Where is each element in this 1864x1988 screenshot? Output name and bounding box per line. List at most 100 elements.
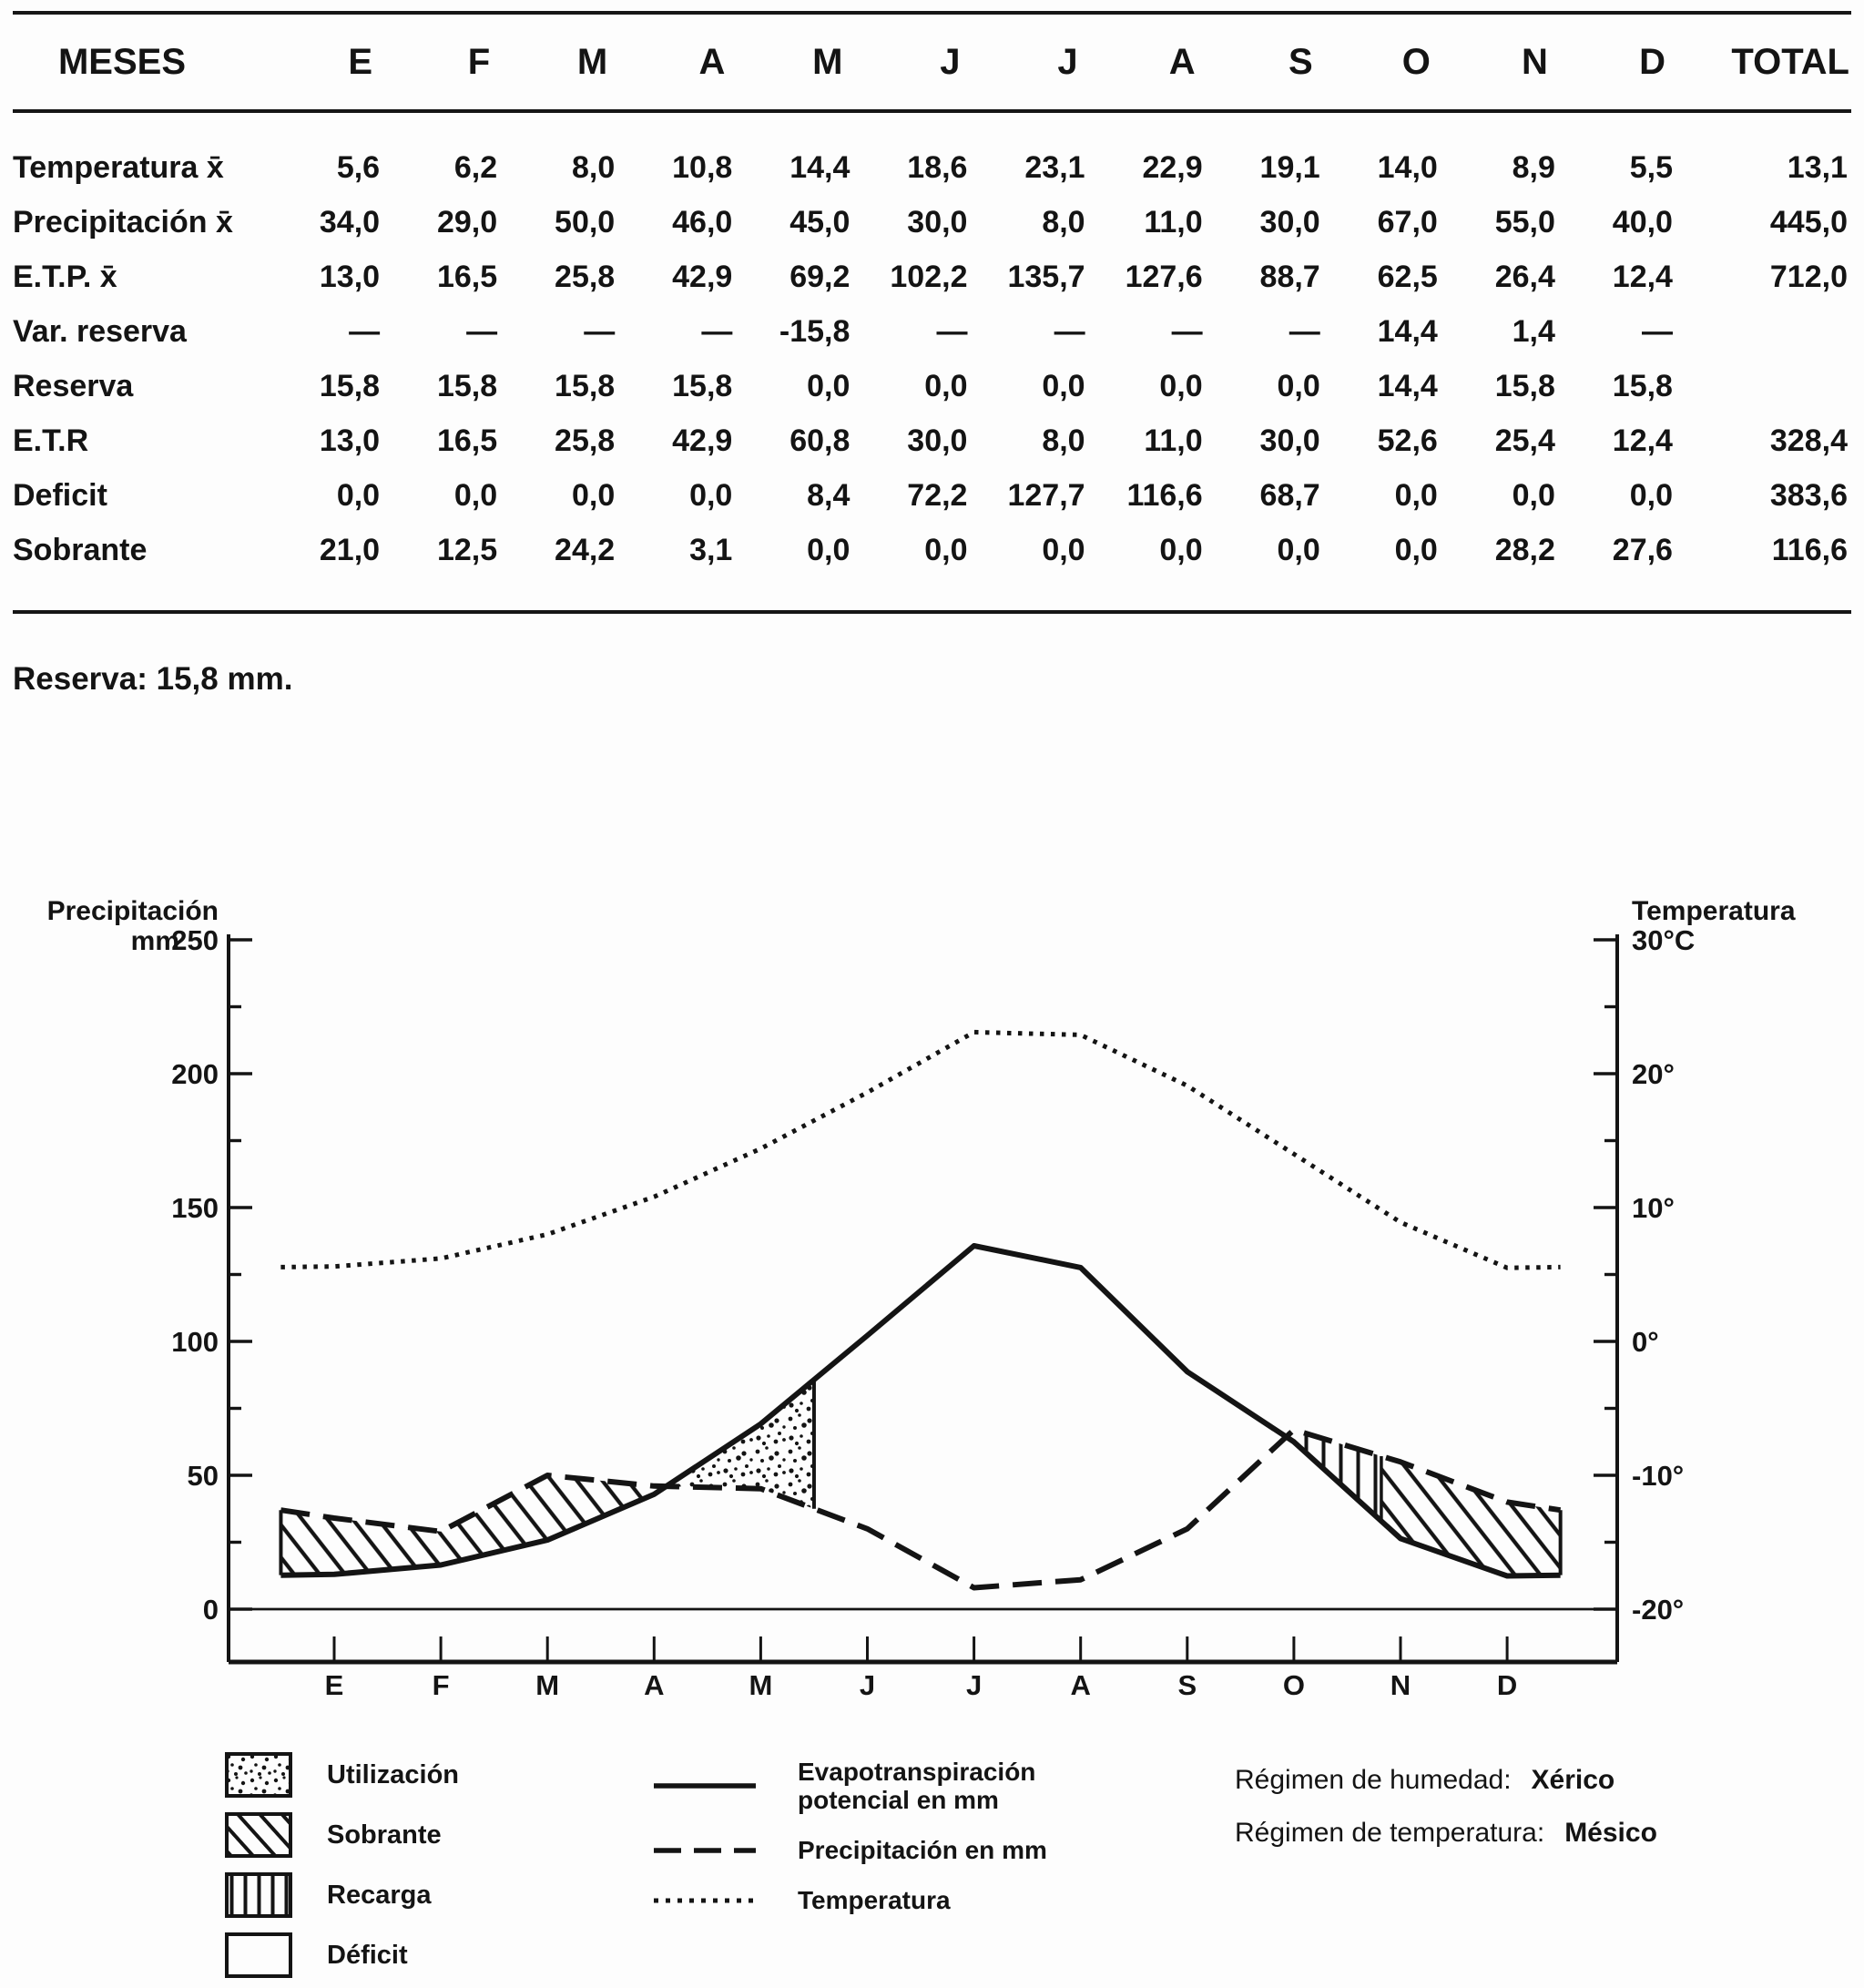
cell-value: 15,8 bbox=[555, 368, 616, 403]
row-label: Reserva bbox=[13, 368, 134, 403]
cell-value: 30,0 bbox=[1259, 423, 1320, 458]
cell-value: 102,2 bbox=[890, 259, 968, 294]
cell-value: — bbox=[584, 313, 616, 349]
table-body: Temperatura x̄ 5,6 6,2 8,0 10,8 14,4 18,6 23,1 2… bbox=[13, 140, 1851, 577]
month-header: M bbox=[576, 41, 608, 82]
cell-value: 11,0 bbox=[1144, 423, 1203, 458]
cell-value: 0,0 bbox=[1512, 477, 1555, 513]
cell-value: 45,0 bbox=[789, 204, 851, 240]
precipitation-line bbox=[280, 1427, 1562, 1591]
month-header: A bbox=[1168, 41, 1196, 82]
month-header: E bbox=[348, 41, 373, 82]
cell-value: 0,0 bbox=[453, 477, 498, 513]
row-label: E.T.R bbox=[13, 423, 89, 458]
solid-line-sample bbox=[654, 1783, 756, 1789]
table-rule-bottom bbox=[13, 610, 1851, 614]
cell-value: 88,7 bbox=[1259, 259, 1320, 294]
cell-value: 127,6 bbox=[1125, 259, 1203, 294]
legend-area-item: Déficit bbox=[225, 1932, 459, 1978]
cell-value: — bbox=[936, 313, 968, 349]
regimen-item: Régimen de humedad: Xérico bbox=[1235, 1765, 1657, 1796]
right-axis-tick: 10° bbox=[1632, 1192, 1675, 1224]
right-axis-tick: -10° bbox=[1632, 1460, 1684, 1492]
region-sobrante-right bbox=[1380, 1455, 1561, 1576]
table-row: Deficit 0,0 0,0 0,0 0,0 8,4 72,2 127,7 116,6 68,7… bbox=[13, 468, 1851, 523]
cell-value: 50,0 bbox=[555, 204, 616, 240]
legend-area-label: Déficit bbox=[327, 1940, 408, 1970]
table-row: Temperatura x̄ 5,6 6,2 8,0 10,8 14,4 18,6 23,1 2… bbox=[13, 140, 1851, 195]
left-axis-title: Precipitación bbox=[47, 896, 219, 926]
cell-value: 8,9 bbox=[1512, 149, 1555, 185]
cell-value: 16,5 bbox=[436, 259, 498, 294]
month-header: A bbox=[698, 41, 726, 82]
cell-value: 0,0 bbox=[924, 532, 968, 567]
cell-value: 29,0 bbox=[436, 204, 498, 240]
left-axis-tick: 250 bbox=[171, 924, 219, 956]
region-sobrante-left bbox=[280, 1475, 667, 1575]
cell-value: 0,0 bbox=[1277, 368, 1320, 403]
month-label: D bbox=[1497, 1669, 1517, 1701]
right-axis-tick: -20° bbox=[1632, 1594, 1684, 1626]
cell-value: 62,5 bbox=[1377, 259, 1438, 294]
month-label: E bbox=[325, 1669, 344, 1701]
left-axis-tick: 50 bbox=[188, 1460, 219, 1492]
cell-value: 0,0 bbox=[1277, 532, 1320, 567]
cell-value: 16,5 bbox=[436, 423, 498, 458]
table-row: E.T.P. x̄ 13,0 16,5 25,8 42,9 69,2 102,2 135,7 1… bbox=[13, 250, 1851, 304]
right-axis-tick: 0° bbox=[1632, 1326, 1659, 1358]
cell-value: 60,8 bbox=[789, 423, 851, 458]
cell-value: 5,6 bbox=[336, 149, 381, 185]
month-label: M bbox=[535, 1669, 559, 1701]
cell-value: — bbox=[466, 313, 498, 349]
legend-line-label: Evapotranspiración potencial en mm bbox=[798, 1758, 1036, 1814]
cell-value: 24,2 bbox=[555, 532, 616, 567]
cell-value: 8,0 bbox=[571, 149, 616, 185]
cell-value: 10,8 bbox=[672, 149, 733, 185]
month-header: F bbox=[467, 41, 491, 82]
table-row: Precipitación x̄ 34,0 29,0 50,0 46,0 45,0 30,0… bbox=[13, 195, 1851, 250]
table-row: E.T.R 13,0 16,5 25,8 42,9 60,8 30,0 8,0 11,0 30,0… bbox=[13, 413, 1851, 468]
table-row: Var. reserva — — — — -15,8 — — — — 14,4 1,4 — bbox=[13, 304, 1851, 359]
right-axis-tick: 20° bbox=[1632, 1058, 1675, 1090]
row-label: Precipitación x̄ bbox=[13, 204, 233, 240]
legend-regimen-annotations: Régimen de humedad: Xérico Régimen de temp… bbox=[1235, 1765, 1657, 1849]
cell-value: 8,0 bbox=[1042, 204, 1085, 240]
cell-value: 14,4 bbox=[789, 149, 851, 185]
legend-line-item: Evapotranspiración potencial en mm bbox=[654, 1758, 1047, 1814]
cell-value: 12,5 bbox=[436, 532, 498, 567]
cell-value: 0,0 bbox=[1629, 477, 1673, 513]
cell-value: 14,0 bbox=[1377, 149, 1438, 185]
cell-total: 13,1 bbox=[1787, 149, 1848, 185]
cell-value: 19,1 bbox=[1259, 149, 1320, 185]
deficit-swatch bbox=[225, 1932, 292, 1978]
right-axis-tick: 30°C bbox=[1632, 924, 1695, 956]
month-label: F bbox=[433, 1669, 450, 1701]
cell-value: 1,4 bbox=[1512, 313, 1555, 349]
regimen-label: Régimen de humedad: bbox=[1235, 1765, 1512, 1795]
cell-value: 0,0 bbox=[924, 368, 968, 403]
month-label: O bbox=[1283, 1669, 1305, 1701]
cell-value: 13,0 bbox=[319, 423, 381, 458]
cell-value: — bbox=[1289, 313, 1320, 349]
cell-value: 23,1 bbox=[1024, 149, 1085, 185]
cell-value: 135,7 bbox=[1007, 259, 1085, 294]
row-label: Var. reserva bbox=[13, 313, 187, 349]
total-header: TOTAL bbox=[1731, 41, 1849, 82]
cell-value: 72,2 bbox=[907, 477, 968, 513]
row-label: Temperatura x̄ bbox=[13, 149, 224, 185]
left-axis-tick: 150 bbox=[171, 1192, 219, 1224]
cell-value: 28,2 bbox=[1494, 532, 1555, 567]
left-axis-tick: 0 bbox=[203, 1594, 219, 1626]
month-label: A bbox=[644, 1669, 664, 1701]
cell-value: 21,0 bbox=[319, 532, 381, 567]
cell-value: 15,8 bbox=[1494, 368, 1555, 403]
meses-header: MESES bbox=[57, 41, 187, 82]
cell-value: 42,9 bbox=[672, 259, 733, 294]
month-label: J bbox=[860, 1669, 875, 1701]
cell-value: 46,0 bbox=[672, 204, 733, 240]
cell-value: 127,7 bbox=[1007, 477, 1085, 513]
cell-value: 13,0 bbox=[319, 259, 381, 294]
cell-value: — bbox=[349, 313, 381, 349]
cell-value: 0,0 bbox=[571, 477, 616, 513]
left-axis-tick: 100 bbox=[171, 1326, 219, 1358]
